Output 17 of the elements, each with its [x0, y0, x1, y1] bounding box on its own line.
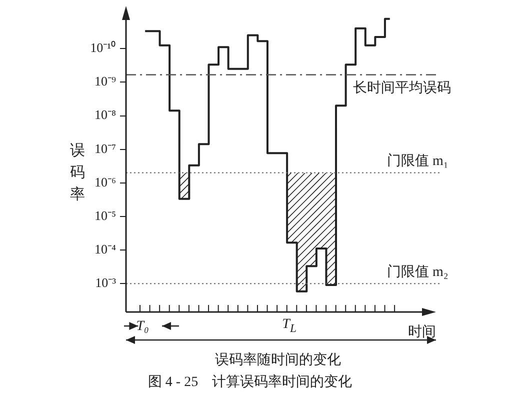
y-tick-label: 10⁻⁷ [94, 140, 116, 156]
y-tick-label: 10⁻⁶ [94, 174, 116, 190]
ref-line-label: 长时间平均误码 [353, 80, 451, 96]
y-tick-label: 10⁻¹⁰ [90, 40, 116, 56]
text: 误码率随时间的变化 [214, 353, 342, 368]
y-tick-label: 10⁻⁹ [94, 74, 116, 89]
ref-line-label: 门限值 m₁ [387, 154, 448, 169]
y-tick-label: 10⁻⁵ [94, 208, 116, 223]
y-tick-label: 10⁻⁴ [94, 241, 116, 256]
ref-line-label: 门限值 m₂ [387, 264, 448, 280]
text: T₀ [136, 319, 149, 334]
text: 图 4 - 25 计算误码率时间的变化 [146, 375, 354, 390]
y-tick-label: 10⁻³ [95, 275, 116, 290]
x-axis-title: 时间 [408, 325, 436, 340]
y-axis-title: 误码率 [70, 142, 86, 205]
text: T$_{L}$ [282, 317, 296, 335]
y-tick-label: 10⁻⁸ [94, 107, 116, 122]
